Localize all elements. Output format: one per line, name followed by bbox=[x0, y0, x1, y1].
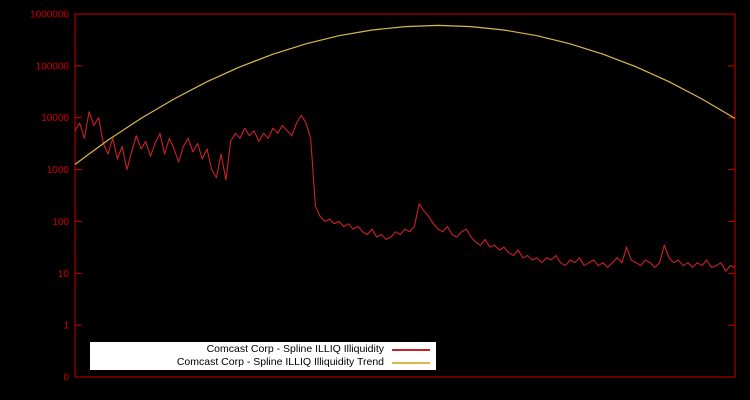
legend-line-sample-trend bbox=[392, 361, 430, 364]
y-axis-label: 100000 bbox=[36, 61, 70, 72]
y-axis-label: 0 bbox=[63, 373, 69, 384]
legend-row-illiquidity: Comcast Corp - Spline ILLIQ Illiquidity bbox=[94, 343, 430, 356]
y-axis-label: 10 bbox=[58, 269, 70, 280]
legend: Comcast Corp - Spline ILLIQ Illiquidity … bbox=[90, 342, 436, 370]
legend-label-illiquidity: Comcast Corp - Spline ILLIQ Illiquidity bbox=[206, 343, 384, 355]
legend-label-trend: Comcast Corp - Spline ILLIQ Illiquidity … bbox=[176, 356, 384, 368]
y-axis-label: 1 bbox=[63, 321, 69, 332]
y-axis-label: 1000 bbox=[47, 165, 70, 176]
trend-line bbox=[74, 24, 736, 165]
legend-row-trend: Comcast Corp - Spline ILLIQ Illiquidity … bbox=[94, 356, 430, 369]
legend-line-sample-illiquidity bbox=[392, 348, 430, 351]
y-axis-label: 1000000 bbox=[30, 10, 69, 21]
y-axis-label: 10000 bbox=[41, 113, 69, 124]
plot-border bbox=[74, 13, 736, 378]
illiquidity-line bbox=[74, 111, 736, 272]
y-axis-label: 100 bbox=[52, 217, 69, 228]
